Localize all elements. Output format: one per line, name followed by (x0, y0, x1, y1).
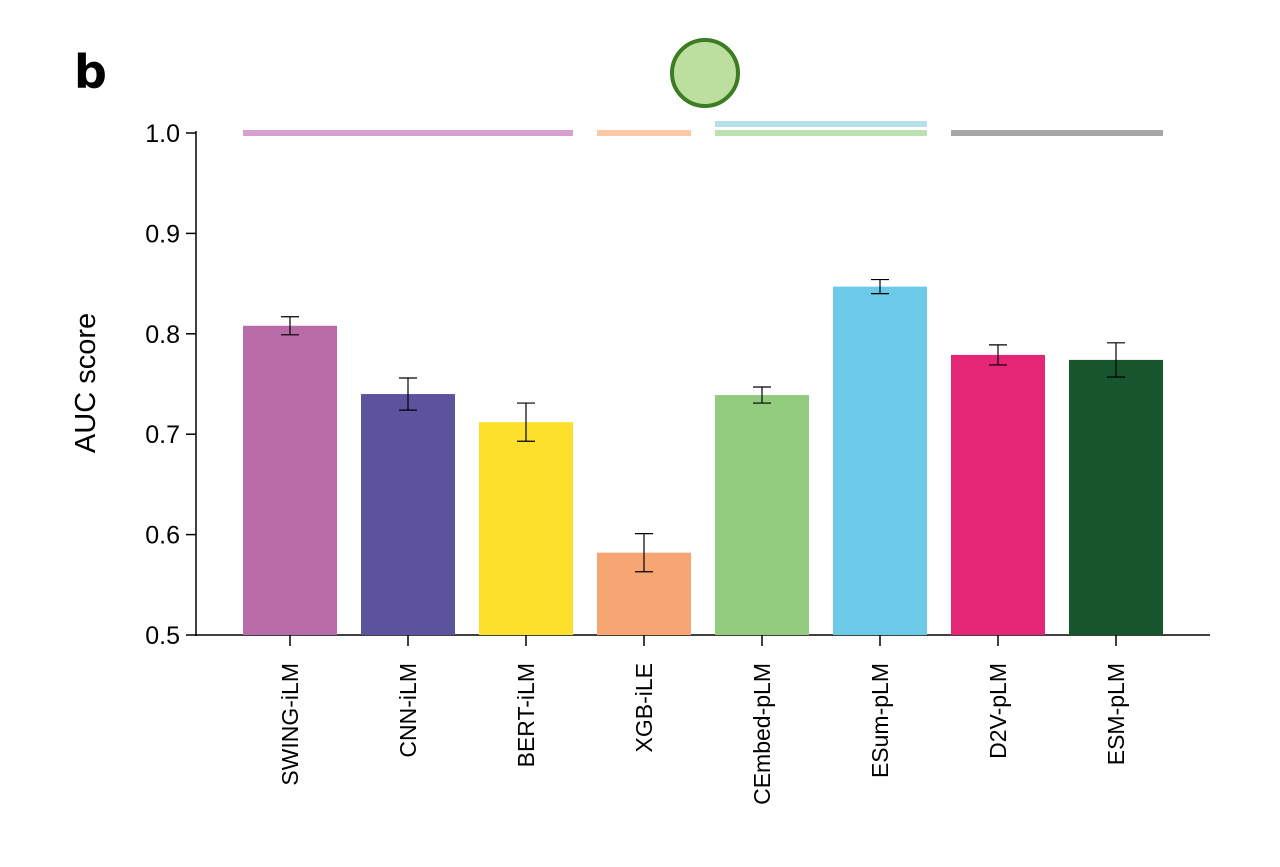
y-tick-label: 1.0 (145, 120, 180, 148)
bar-bert-ilm (479, 422, 573, 635)
error-bar (871, 278, 889, 295)
bar-cnn-ilm (361, 394, 455, 635)
bar-cembed-plm (715, 395, 809, 635)
panel-label: b (74, 45, 107, 99)
category-label: ESM-pLM (1103, 663, 1129, 765)
category-label: ESum-pLM (867, 663, 893, 778)
bar-d2v-plm (951, 354, 1045, 635)
y-axis: 0.5 0.6 0.7 0.8 0.9 1.0 (145, 120, 197, 650)
error-bar (1107, 342, 1125, 378)
category-label: CNN-iLM (395, 663, 421, 758)
error-bar (399, 377, 417, 411)
error-bar (753, 386, 771, 404)
y-tick-label: 0.9 (145, 220, 180, 248)
error-bars (281, 278, 1125, 573)
category-label: CEmbed-pLM (749, 663, 775, 805)
category-labels: SWING-iLM CNN-iLM BERT-iLM XGB-iLE CEmbed-pL… (277, 663, 1129, 805)
y-tick-label: 0.7 (145, 421, 180, 449)
bars (243, 286, 1163, 635)
category-label: SWING-iLM (277, 663, 303, 786)
category-label: BERT-iLM (513, 663, 539, 767)
error-bar (281, 316, 299, 336)
error-bar (517, 402, 535, 442)
y-tick-label: 0.5 (145, 622, 180, 650)
error-bar (635, 532, 653, 573)
x-axis (196, 634, 1210, 646)
bar-esum-plm (833, 286, 927, 635)
y-axis-title: AUC score (70, 313, 102, 453)
bar-swing-ilm (243, 325, 337, 635)
y-tick-label: 0.6 (145, 522, 180, 550)
group-lines (243, 121, 1163, 136)
group-marker-circle (670, 38, 740, 108)
category-label: XGB-iLE (631, 663, 657, 752)
y-tick-label: 0.8 (145, 321, 180, 349)
bar-esm-plm (1069, 359, 1163, 635)
error-bar (989, 344, 1007, 366)
category-label: D2V-pLM (985, 663, 1011, 759)
